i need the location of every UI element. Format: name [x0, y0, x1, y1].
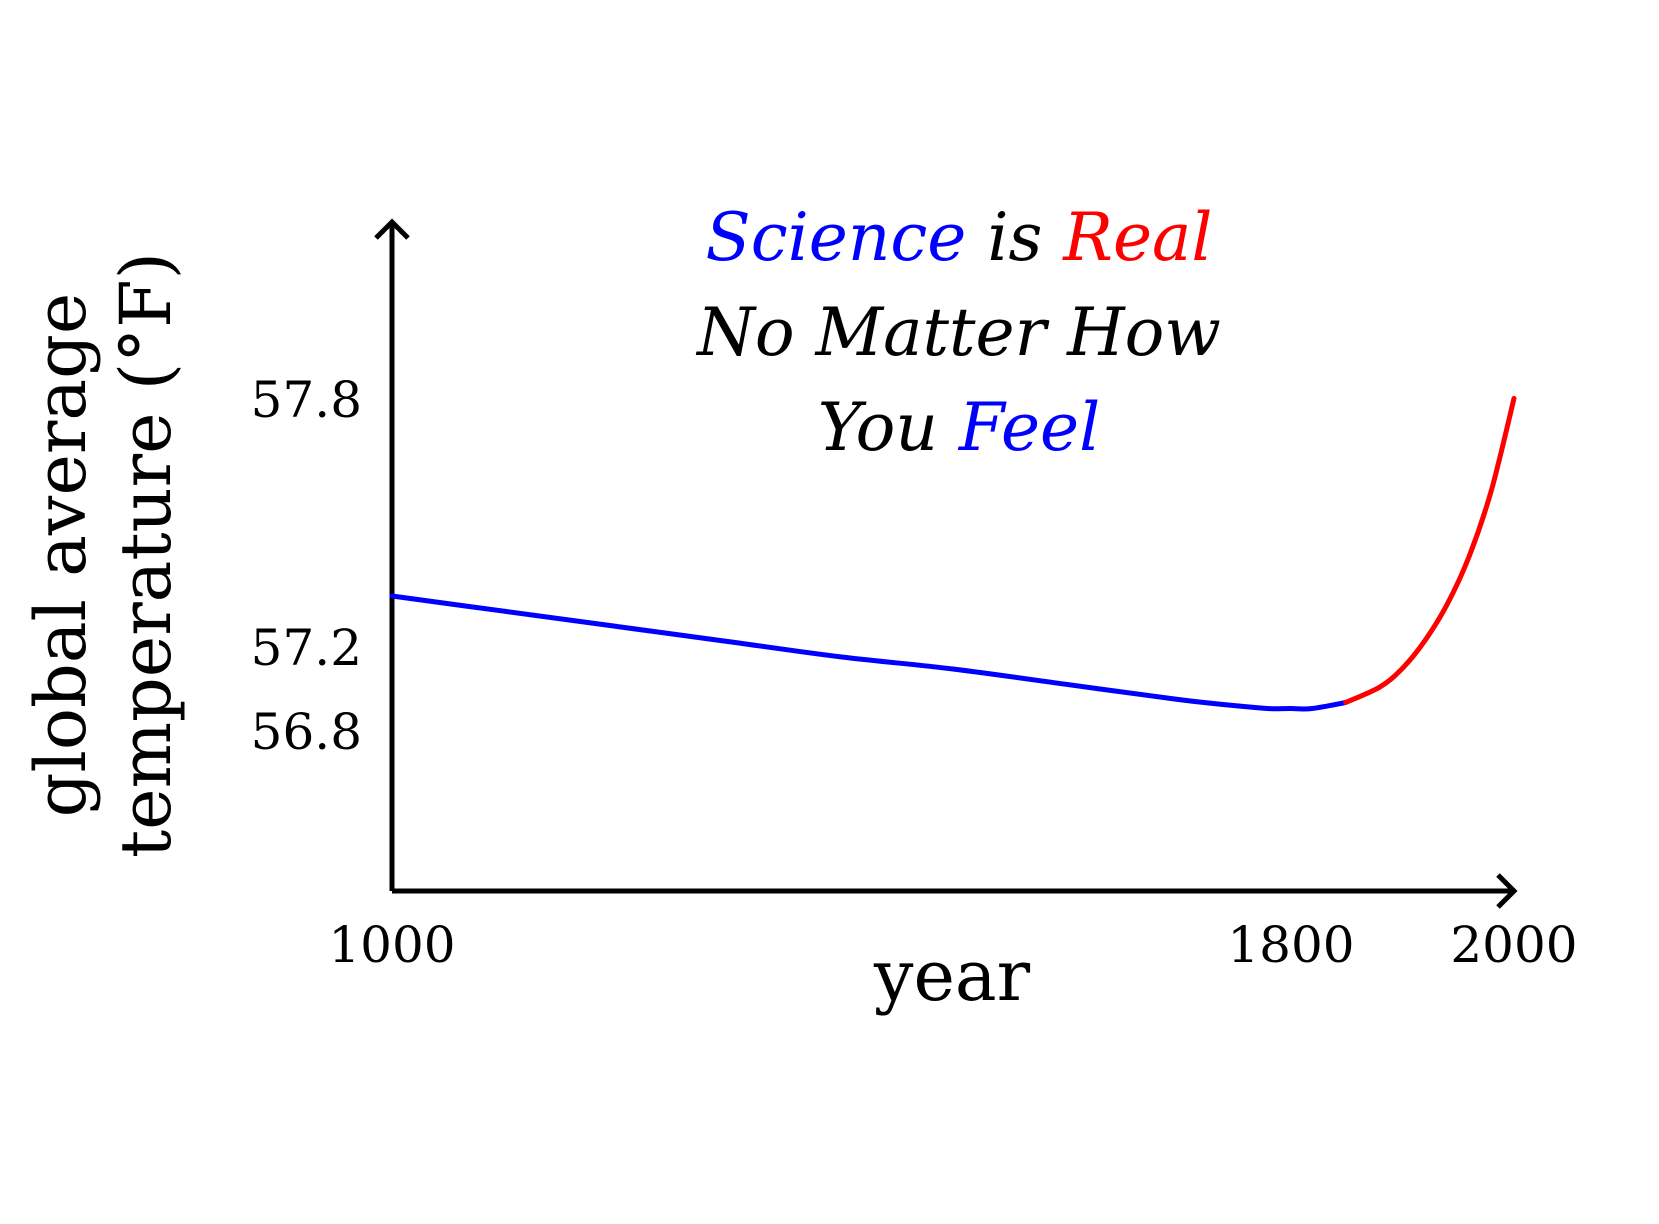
y-axis-title: global average temperature (°F)	[20, 252, 187, 858]
annotation-word-feel: Feel	[958, 389, 1100, 466]
annotation-word-science: Science	[705, 199, 966, 276]
annotation-text: Science is Real No Matter How You Feel	[695, 199, 1221, 466]
annotation-word-real: Real	[1062, 199, 1212, 276]
series-line-2	[1343, 395, 1517, 705]
y-tick-label: 56.8	[251, 703, 362, 761]
annotation-word-you: You	[818, 389, 959, 466]
y-tick-label: 57.2	[251, 619, 362, 677]
x-tick-label: 2000	[1450, 916, 1577, 974]
annotation-phrase-no-matter-how: No Matter How	[695, 294, 1221, 371]
y-axis-arrowhead	[374, 218, 410, 240]
series-line-1	[389, 593, 1349, 712]
annotation-line-3: You Feel	[818, 389, 1100, 466]
x-tick-label: 1000	[328, 916, 455, 974]
y-axis-title-line-2: temperature (°F)	[105, 252, 187, 858]
series-layer	[389, 395, 1517, 712]
annotation-word-is: is	[966, 199, 1063, 276]
x-axis-arrowhead	[1496, 873, 1518, 909]
annotation-line-2: No Matter How	[695, 294, 1221, 371]
x-axis-title: year	[873, 935, 1031, 1017]
y-tick-label: 57.8	[251, 371, 362, 429]
annotation-line-1: Science is Real	[705, 199, 1212, 276]
x-tick-label: 1800	[1227, 916, 1354, 974]
y-axis-title-line-1: global average	[20, 293, 102, 818]
